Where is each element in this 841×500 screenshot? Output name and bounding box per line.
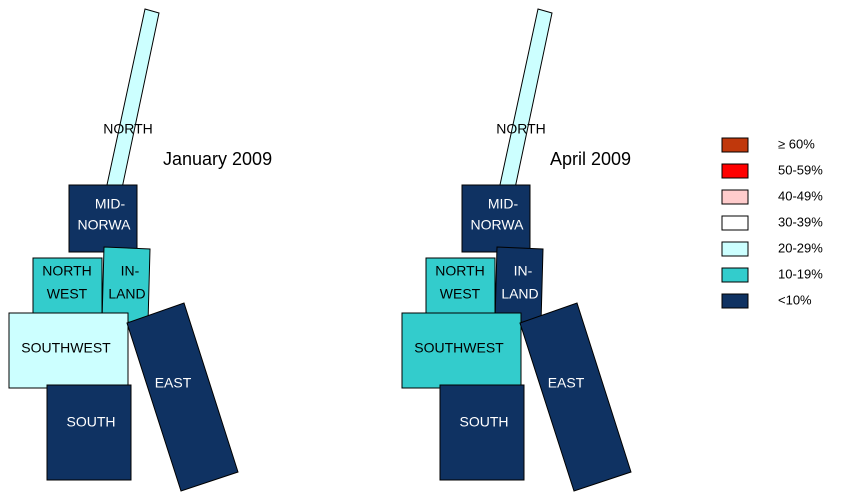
region-label: EAST [155,375,192,391]
region-label: SOUTHWEST [414,340,504,356]
region-label: NORWA [78,217,132,233]
legend-label: 10-19% [778,266,823,281]
region-label: NORTH [42,263,92,279]
legend-swatch [721,163,749,179]
legend-label: <10% [778,292,812,307]
region-label: IN- [514,263,533,279]
region-label: NORTH [103,121,153,137]
legend-swatch [721,215,749,231]
region-label: NORWA [471,217,525,233]
region-label: IN- [121,263,140,279]
region-label: MID- [488,196,519,212]
region-label: WEST [440,286,481,302]
legend-label: 50-59% [778,162,823,177]
region [494,8,553,213]
region [439,384,525,481]
legend-swatch [721,267,749,283]
region-label: MID- [95,196,126,212]
region [519,302,632,492]
legend-swatch [721,137,749,153]
legend-label: 30-39% [778,214,823,229]
map-title: January 2009 [163,149,272,169]
legend-label: 40-49% [778,188,823,203]
legend-swatch [721,189,749,205]
region-label: LAND [501,286,538,302]
region-label: EAST [548,375,585,391]
region-label: NORTH [435,263,485,279]
legend-swatch [721,241,749,257]
legend-swatch [721,293,749,309]
legend-label: 20-29% [778,240,823,255]
region-label: SOUTHWEST [21,340,111,356]
region [46,384,132,481]
map-title: April 2009 [550,149,631,169]
region-label: SOUTH [460,414,509,430]
region-label: SOUTH [67,414,116,430]
region-label: NORTH [496,121,546,137]
region [126,302,239,492]
region [101,8,160,213]
region-label: LAND [108,286,145,302]
region-label: WEST [47,286,88,302]
legend-label: ≥ 60% [778,136,815,151]
